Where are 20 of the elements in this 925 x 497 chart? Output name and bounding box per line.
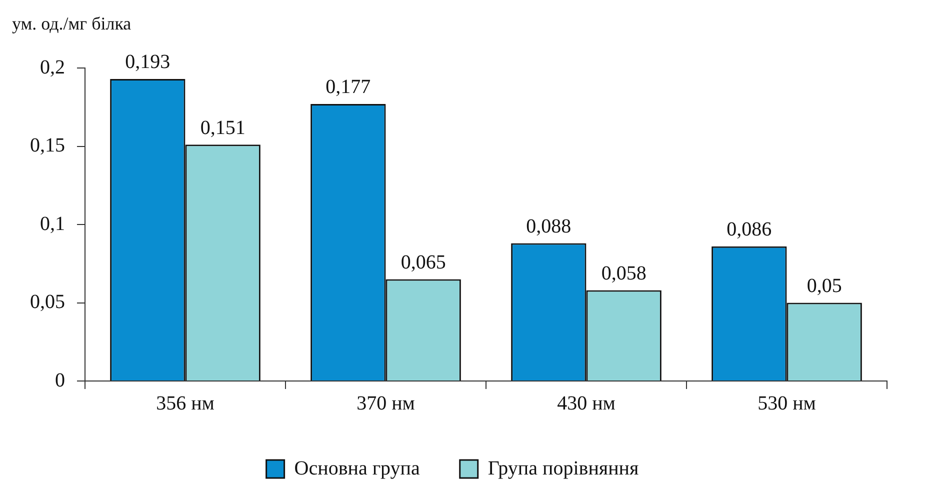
data-label: 0,05 xyxy=(806,275,842,297)
data-label: 0,058 xyxy=(601,262,646,284)
legend-label: Основна група xyxy=(294,457,420,480)
y-axis-title: ум. од./мг білка xyxy=(12,14,132,34)
data-label: 0,086 xyxy=(726,218,772,241)
y-tick-label: 0 xyxy=(55,369,65,392)
x-tick-label: 356 нм xyxy=(156,392,215,414)
data-label: 0,193 xyxy=(125,51,170,74)
data-label: 0,065 xyxy=(400,252,446,274)
y-tick-label: 0,2 xyxy=(40,56,65,78)
y-tick-label: 0,05 xyxy=(30,291,65,313)
y-tick-label: 0,15 xyxy=(30,134,65,156)
data-label: 0,151 xyxy=(200,116,246,139)
y-tick-label: 0,1 xyxy=(40,212,65,235)
x-tick-label: 370 нм xyxy=(356,392,416,414)
data-label: 0,177 xyxy=(326,76,371,98)
data-label: 0,088 xyxy=(526,216,572,238)
x-tick-label: 430 нм xyxy=(557,392,616,414)
legend-label: Група порівняння xyxy=(488,457,639,480)
x-tick-label: 530 нм xyxy=(758,392,816,414)
